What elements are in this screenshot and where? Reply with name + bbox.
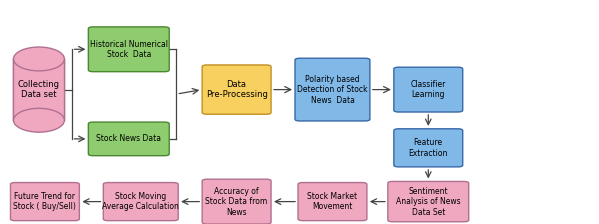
Ellipse shape bbox=[13, 108, 65, 132]
FancyBboxPatch shape bbox=[388, 181, 468, 222]
FancyBboxPatch shape bbox=[89, 122, 169, 156]
Text: Accuracy of
Stock Data from
News: Accuracy of Stock Data from News bbox=[205, 187, 268, 217]
Text: Stock News Data: Stock News Data bbox=[96, 134, 161, 143]
Text: Polarity based
Detection of Stock
News  Data: Polarity based Detection of Stock News D… bbox=[297, 75, 368, 105]
Bar bbox=[13, 59, 65, 120]
Text: Stock Moving
Average Calculation: Stock Moving Average Calculation bbox=[102, 192, 179, 211]
FancyBboxPatch shape bbox=[103, 183, 179, 221]
FancyBboxPatch shape bbox=[202, 65, 271, 114]
Text: Feature
Extraction: Feature Extraction bbox=[409, 138, 448, 157]
FancyBboxPatch shape bbox=[394, 67, 462, 112]
FancyBboxPatch shape bbox=[202, 179, 271, 224]
Text: Sentiment
Analysis of News
Data Set: Sentiment Analysis of News Data Set bbox=[396, 187, 461, 217]
Bar bbox=[13, 59, 65, 120]
FancyBboxPatch shape bbox=[298, 183, 367, 221]
Text: Data
Pre-Processing: Data Pre-Processing bbox=[205, 80, 268, 99]
Text: Collecting
Data set: Collecting Data set bbox=[18, 80, 60, 99]
Text: Historical Numerical
Stock  Data: Historical Numerical Stock Data bbox=[90, 40, 168, 59]
FancyBboxPatch shape bbox=[394, 129, 462, 167]
Text: Future Trend for
Stock ( Buy/Sell): Future Trend for Stock ( Buy/Sell) bbox=[14, 192, 76, 211]
FancyBboxPatch shape bbox=[89, 27, 169, 72]
Text: Stock Market
Movement: Stock Market Movement bbox=[307, 192, 358, 211]
FancyBboxPatch shape bbox=[295, 58, 370, 121]
Ellipse shape bbox=[13, 47, 65, 71]
Text: Classifier
Learning: Classifier Learning bbox=[410, 80, 446, 99]
FancyBboxPatch shape bbox=[10, 183, 79, 221]
